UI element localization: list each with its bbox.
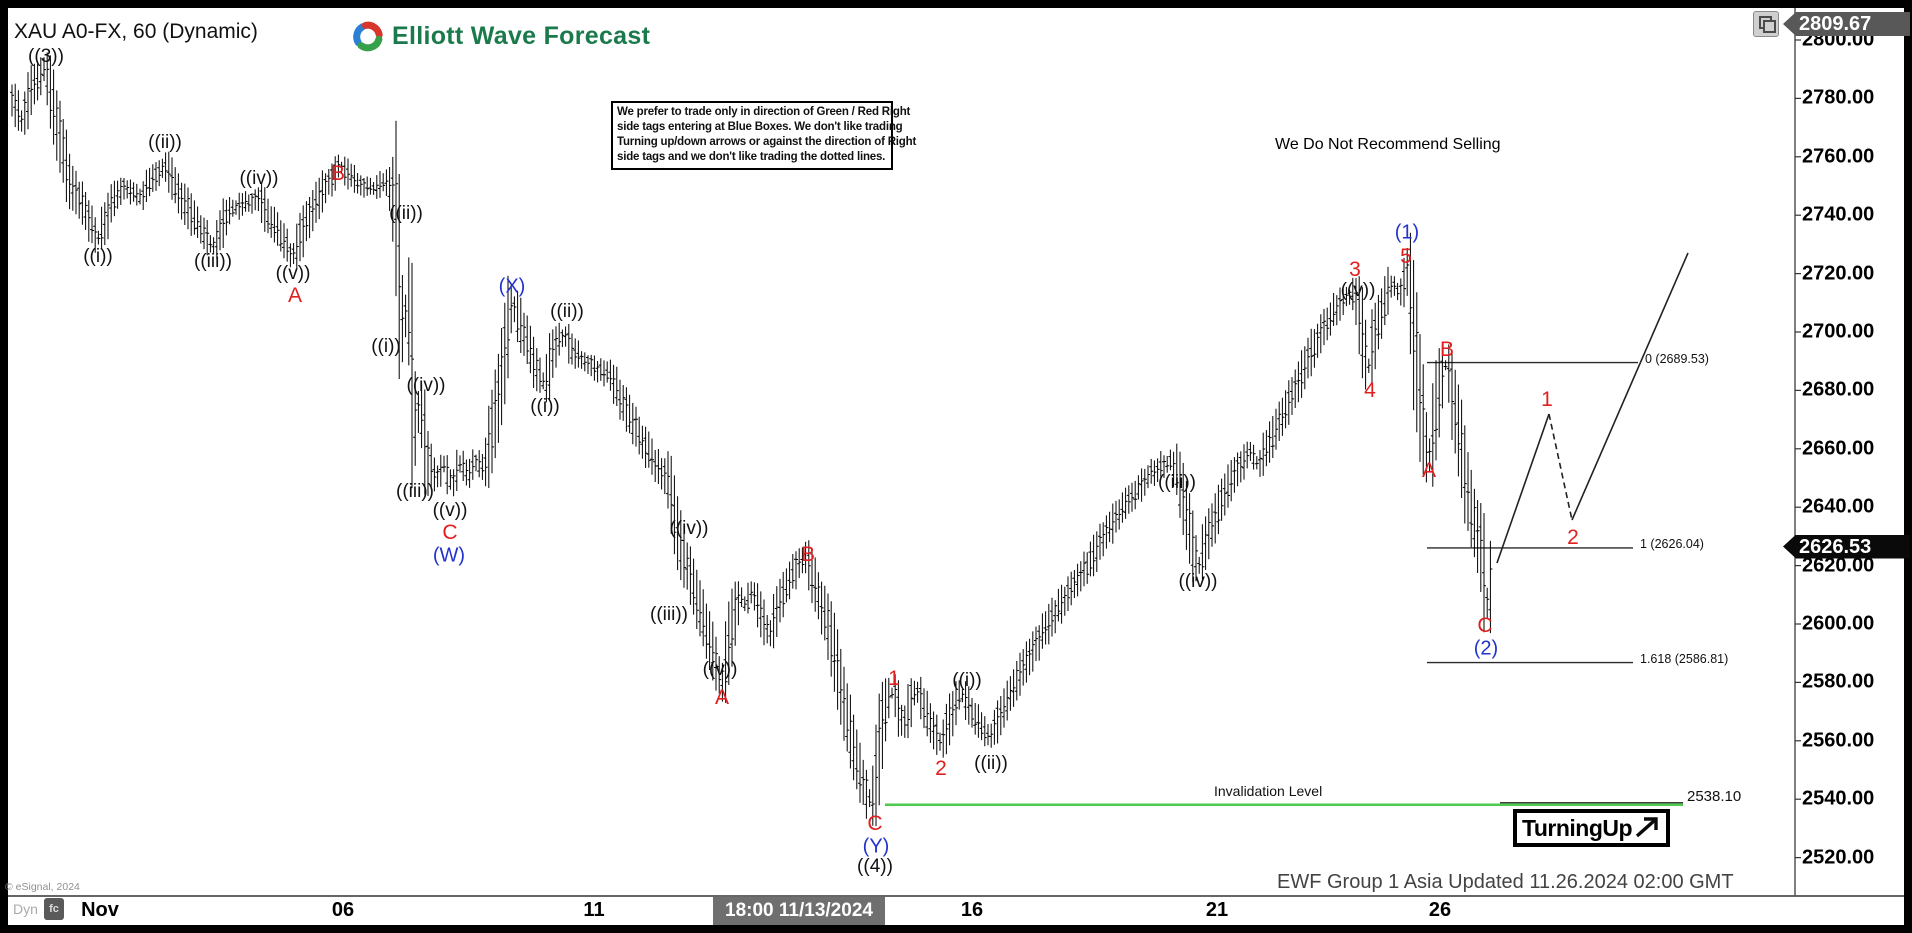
time-axis[interactable]: Dyn fc 18:00 11/13/2024 Nov 06 11 16 21 26: [8, 897, 1904, 925]
wave-label: C: [1477, 614, 1493, 637]
turning-up-label: TurningUp: [1522, 814, 1633, 841]
note-line: side tags entering at Blue Boxes. We don…: [617, 121, 903, 133]
wave-label: ((ii)): [148, 132, 182, 153]
last-price-tag: 2626.53: [1783, 534, 1910, 559]
no-selling-warning: We Do Not Recommend Selling: [1275, 136, 1501, 153]
wave-label: C: [442, 521, 458, 544]
wave-label: ((3)): [28, 46, 64, 67]
time-tick-label: 26: [1428, 899, 1452, 921]
wave-label: ((i)): [952, 670, 982, 691]
price-tick-label: 2740.00: [1802, 203, 1875, 226]
wave-label: ((v)): [432, 500, 468, 521]
turning-up-signal-box[interactable]: TurningUp: [1513, 809, 1670, 847]
time-tick-label: 06: [331, 899, 355, 921]
wave-label: ((iv)): [406, 375, 446, 396]
price-tick-label: 2760.00: [1802, 145, 1875, 168]
wave-label: B: [330, 162, 346, 185]
wave-label: ((v)): [1340, 280, 1376, 301]
wave-label: ((ii)): [550, 301, 584, 322]
price-tick-label: 2680.00: [1802, 378, 1875, 401]
wave-label: ((iv)): [669, 518, 709, 539]
fib-level-label: 0 (2689.53): [1645, 351, 1709, 366]
wave-label: C: [867, 812, 883, 835]
wave-label: 1: [1541, 388, 1553, 411]
wave-label: ((iii)): [650, 604, 688, 625]
wave-label: ((iii)): [1158, 472, 1196, 493]
wave-label: ((iii)): [396, 481, 434, 502]
wave-label: ((iii)): [194, 251, 232, 272]
wave-label: ((iv)): [1178, 571, 1218, 592]
price-tick-label: 2700.00: [1802, 320, 1875, 343]
up-right-arrow-icon: [1635, 817, 1658, 838]
wave-label: 5: [1400, 245, 1412, 268]
wave-label: 4: [1364, 379, 1376, 402]
wave-label: 1: [888, 667, 900, 690]
wave-label: ((ii)): [974, 753, 1008, 774]
price-tick-label: 2520.00: [1802, 846, 1875, 869]
price-tick-label: 2660.00: [1802, 437, 1875, 460]
price-tick-label: 2620.00: [1802, 554, 1875, 577]
wave-label: (2): [1473, 637, 1499, 660]
price-tick-label: 2640.00: [1802, 495, 1875, 518]
symbol-title: XAU A0-FX, 60 (Dynamic): [14, 20, 258, 43]
session-high-price-tag: 2809.67: [1783, 12, 1910, 36]
wave-label: 2: [1567, 526, 1579, 549]
wave-label: A: [714, 686, 730, 709]
time-tick-label: 16: [960, 899, 984, 921]
note-line: Turning up/down arrows or against the di…: [617, 136, 917, 148]
price-axis[interactable]: 2809.67 2626.53 2800.00 2780.00 2760.00 274…: [1783, 8, 1910, 896]
wave-label: A: [287, 284, 303, 307]
wave-label: (1): [1394, 221, 1420, 244]
wave-label: ((v)): [702, 659, 738, 680]
analyst-update-note: EWF Group 1 Asia Updated 11.26.2024 02:0…: [1277, 871, 1734, 893]
wave-label: B: [1439, 338, 1455, 361]
wave-label: 3: [1349, 258, 1361, 281]
brand-name: Elliott Wave Forecast: [392, 22, 651, 50]
note-line: side tags and we don't like trading the …: [617, 151, 886, 163]
trading-note-box: We prefer to trade only in direction of …: [611, 101, 917, 170]
price-tick-label: 2540.00: [1802, 787, 1875, 810]
price-tick-label: 2600.00: [1802, 612, 1875, 635]
time-tick-label: 11: [583, 899, 605, 921]
price-tick-label: 2560.00: [1802, 729, 1875, 752]
crosshair-date-tag: 18:00 11/13/2024: [713, 897, 885, 925]
brand-swirl-icon: [353, 21, 383, 52]
wave-label: 2: [935, 757, 947, 780]
invalidation-price-value: 2538.10: [1687, 788, 1742, 805]
brand-logo: Elliott Wave Forecast: [352, 20, 650, 53]
wave-label: ((ii)): [389, 203, 423, 224]
wave-label: ((i)): [83, 246, 113, 267]
time-tick-label: Nov: [81, 899, 119, 921]
wave-label: ((i)): [530, 396, 560, 417]
wave-label: A: [1421, 459, 1437, 482]
price-bars: [10, 52, 1493, 827]
wave-label: (W): [432, 544, 466, 567]
wave-label: ((4)): [857, 856, 893, 877]
wave-label: ((iv)): [239, 168, 279, 189]
price-tick-label: 2580.00: [1802, 670, 1875, 693]
wave-label: ((v)): [275, 263, 311, 284]
note-line: We prefer to trade only in direction of …: [617, 106, 911, 118]
time-tick-label: 21: [1205, 899, 1229, 921]
wave-label: (X): [498, 275, 526, 298]
restore-window-button[interactable]: [1753, 11, 1779, 37]
invalidation-level-label: Invalidation Level: [1214, 783, 1323, 799]
wave-label: B: [800, 543, 816, 566]
chart-area-background: [8, 8, 1904, 925]
fib-level-label: 1 (2626.04): [1640, 536, 1704, 551]
price-tick-label: 2780.00: [1802, 86, 1875, 109]
session-label: Dyn: [13, 901, 38, 917]
esignal-copyright: © eSignal, 2024: [5, 881, 80, 893]
session-lock-icon[interactable]: fc: [44, 898, 64, 920]
fib-level-label: 1.618 (2586.81): [1640, 651, 1729, 666]
wave-label: (Y): [862, 835, 890, 858]
price-tick-label: 2720.00: [1802, 262, 1875, 285]
wave-label: ((i)): [371, 336, 401, 357]
